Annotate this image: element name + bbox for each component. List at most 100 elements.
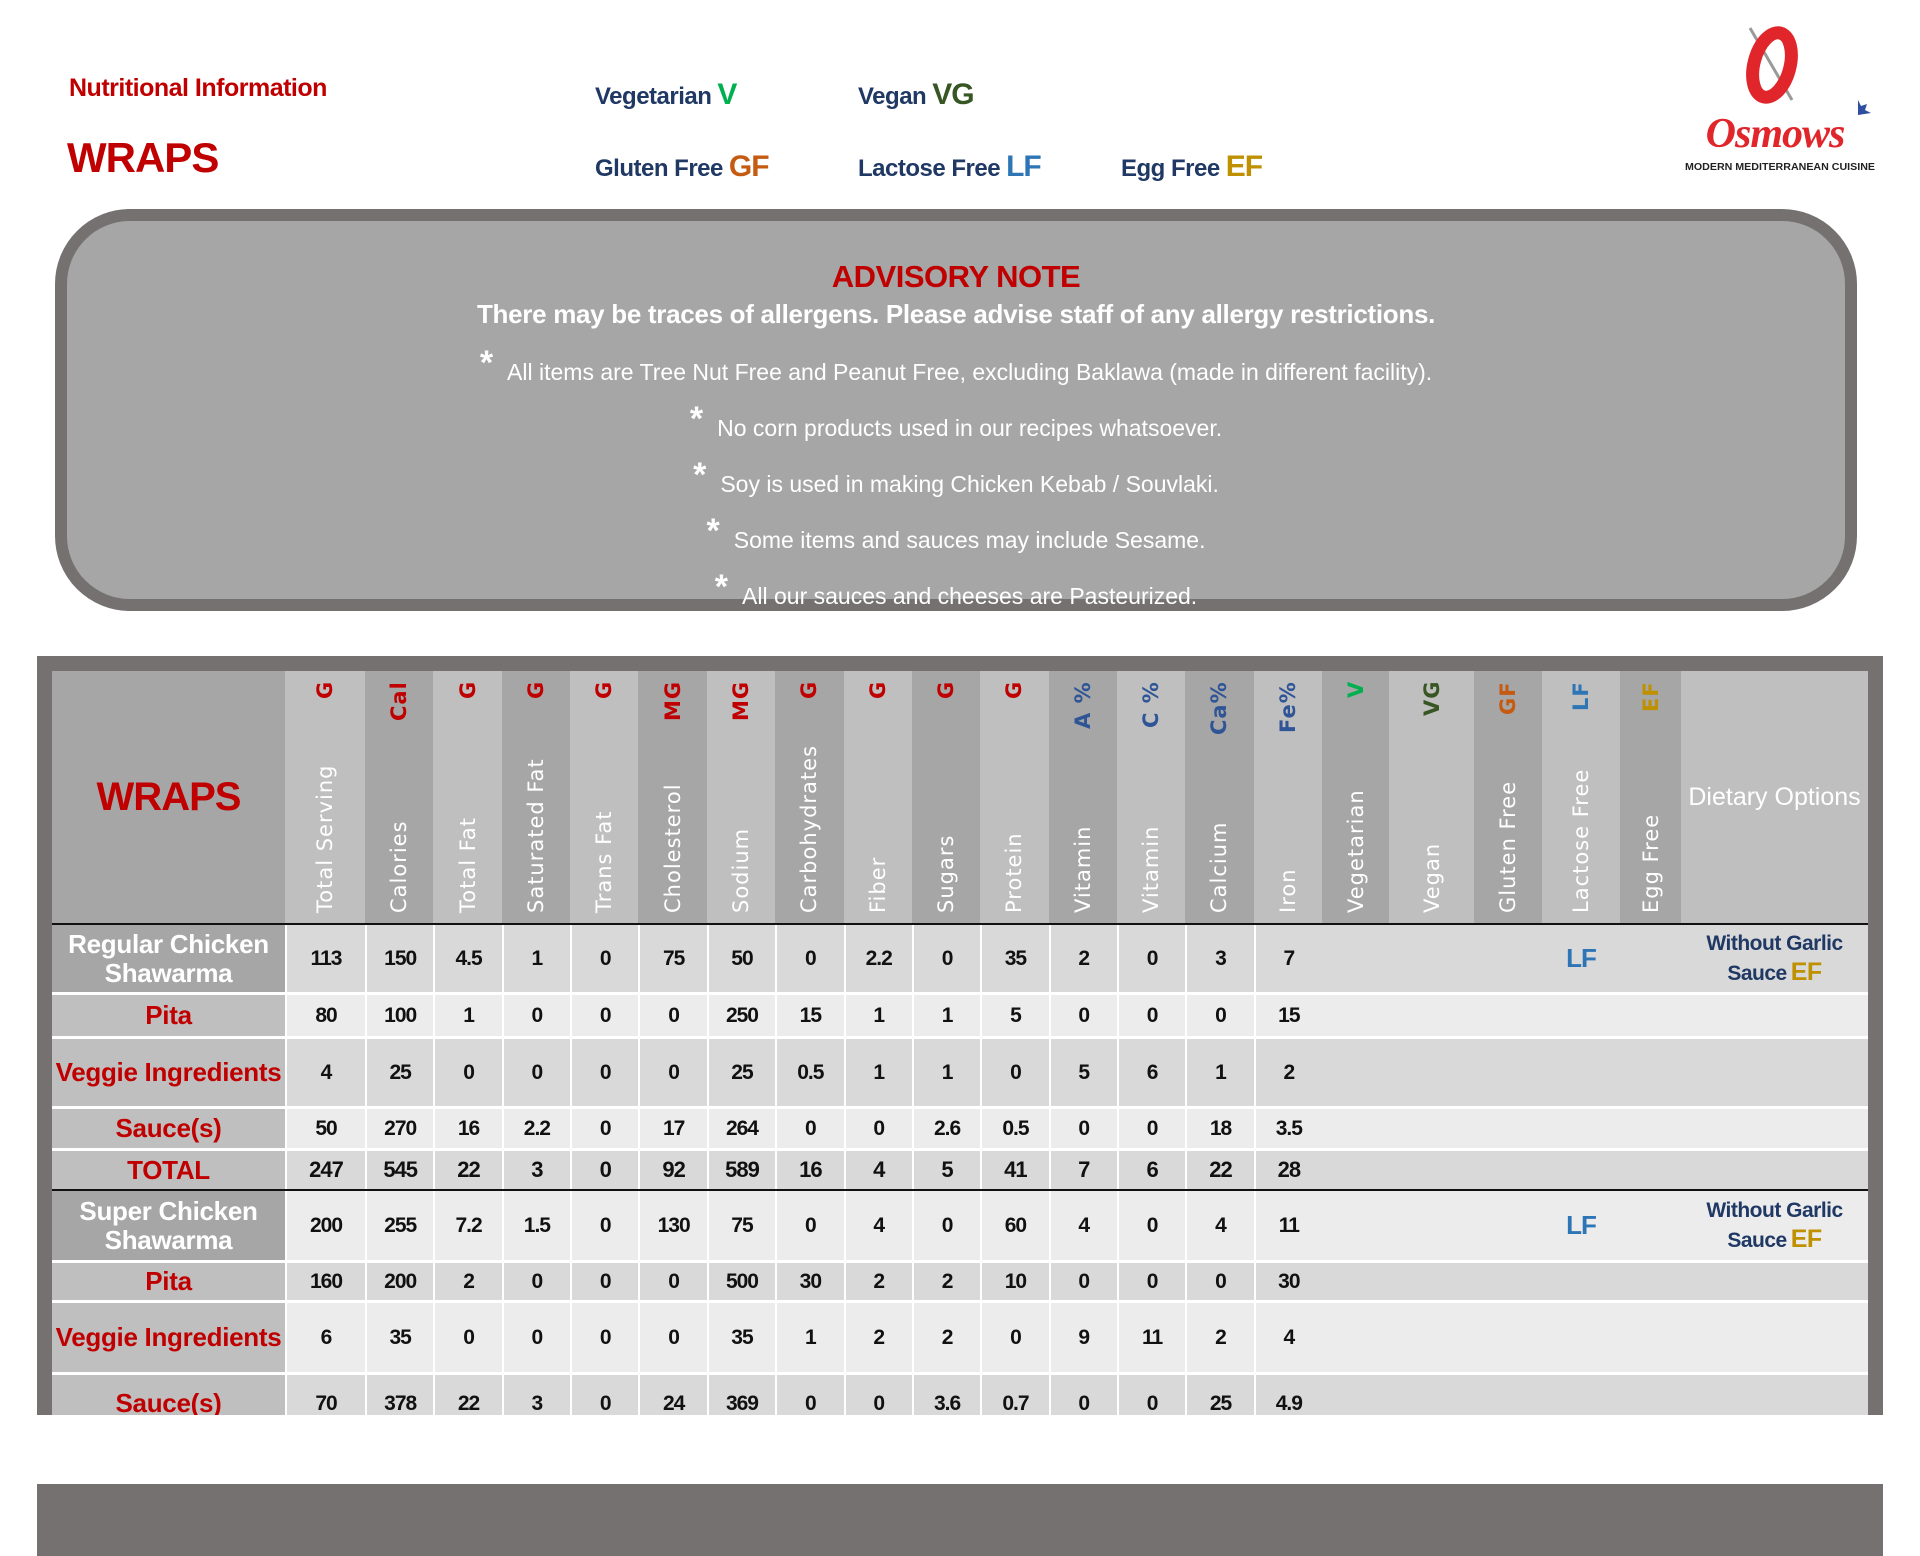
table-cell: 0.5 bbox=[980, 1109, 1049, 1148]
dietary-flag bbox=[1620, 925, 1682, 992]
table-cell: 1 bbox=[911, 995, 981, 1036]
table-cell: 4 bbox=[1048, 1191, 1117, 1260]
dietary-flag bbox=[1474, 1109, 1543, 1148]
dietary-options-cell bbox=[1681, 1109, 1869, 1148]
table-cell: 2.2 bbox=[843, 925, 912, 992]
legend-code: GF bbox=[728, 150, 770, 183]
column-header: Vitamin C % bbox=[1116, 671, 1186, 923]
table-cell: 4.5 bbox=[433, 925, 502, 992]
column-unit: G bbox=[797, 681, 822, 700]
column-header-rotated: Total Serving G bbox=[285, 671, 365, 923]
column-unit: A % bbox=[1070, 681, 1095, 729]
column-header: Carbohydrates G bbox=[775, 671, 844, 923]
dietary-flag bbox=[1620, 995, 1682, 1036]
column-header: Cholesterol MG bbox=[638, 671, 707, 923]
dietary-options-cell bbox=[1681, 995, 1869, 1036]
column-header: Lactose Free LF bbox=[1542, 671, 1621, 923]
table-cell: 6 bbox=[1116, 1151, 1186, 1189]
column-header: Sodium MG bbox=[706, 671, 776, 923]
table-cell: 16 bbox=[775, 1151, 844, 1189]
column-header: Vegetarian V bbox=[1322, 671, 1390, 923]
column-header-rotated: Cholesterol MG bbox=[638, 671, 706, 923]
column-header: Total Serving G bbox=[285, 671, 365, 923]
dietary-flag bbox=[1389, 1303, 1475, 1372]
legend-egg-free: Egg Free EF bbox=[1121, 150, 1263, 184]
dietary-flag bbox=[1474, 1303, 1543, 1372]
dietary-flag bbox=[1620, 1039, 1682, 1106]
dietary-options-cell bbox=[1681, 1303, 1869, 1372]
table-cell: 7 bbox=[1253, 925, 1323, 992]
advisory-item: * Some items and sauces may include Sesam… bbox=[67, 512, 1845, 554]
asterisk-icon: * bbox=[693, 456, 707, 494]
column-header-text: Sodium MG bbox=[729, 681, 753, 913]
column-header: Calories Cal bbox=[365, 671, 434, 923]
dietary-flag bbox=[1389, 1151, 1475, 1189]
table-cell: 0.5 bbox=[775, 1039, 844, 1106]
column-name: Trans Fat bbox=[592, 810, 617, 913]
table-cell: 0 bbox=[775, 1191, 844, 1260]
table-cell: 15 bbox=[1253, 995, 1323, 1036]
column-name: Vegan bbox=[1419, 842, 1444, 913]
dietary-flag bbox=[1620, 1151, 1682, 1189]
column-header-text: Lactose Free LF bbox=[1569, 681, 1593, 913]
column-header: Egg Free EF bbox=[1620, 671, 1682, 923]
column-header-text: Vitamin A % bbox=[1071, 681, 1095, 913]
table-row: Pita 80 100 1 0 0 0 250 15 1 1 5 0 0 0 15 bbox=[52, 992, 1869, 1036]
column-header-text: Calories Cal bbox=[387, 681, 411, 913]
table-cell: 16 bbox=[433, 1109, 502, 1148]
row-label: TOTAL bbox=[52, 1151, 285, 1189]
table-cell: 1 bbox=[1185, 1039, 1254, 1106]
column-header: Saturated Fat G bbox=[501, 671, 571, 923]
column-header-rotated: Protein G bbox=[980, 671, 1048, 923]
column-header-text: Saturated Fat G bbox=[524, 681, 548, 913]
dietary-flag bbox=[1542, 1109, 1621, 1148]
dietary-flag bbox=[1542, 1303, 1621, 1372]
dietary-flag bbox=[1620, 1263, 1682, 1300]
dietary-flag bbox=[1322, 1039, 1390, 1106]
table-cell: 1 bbox=[501, 925, 571, 992]
column-header-text: Vegan VG bbox=[1420, 681, 1444, 913]
column-header-text: Carbohydrates G bbox=[797, 681, 821, 913]
column-header: Calcium Ca% bbox=[1185, 671, 1254, 923]
table-cell: 0 bbox=[980, 1303, 1049, 1372]
table-cell: 0 bbox=[1048, 995, 1117, 1036]
table-cell: 35 bbox=[365, 1303, 434, 1372]
table-cell: 0 bbox=[1185, 995, 1254, 1036]
table-cell: 0 bbox=[638, 1263, 707, 1300]
column-unit: G bbox=[865, 681, 890, 700]
dietary-flag bbox=[1474, 1191, 1543, 1260]
row-label: Sauce(s) bbox=[52, 1109, 285, 1148]
table-cell: 6 bbox=[1116, 1039, 1186, 1106]
column-unit: GF bbox=[1496, 681, 1521, 715]
dietary-flag bbox=[1542, 995, 1621, 1036]
table-cell: 35 bbox=[706, 1303, 776, 1372]
table-cell: 3 bbox=[1185, 925, 1254, 992]
dietary-flag bbox=[1474, 925, 1543, 992]
table-row: Pita 160 200 2 0 0 0 500 30 2 2 10 0 0 0 30 bbox=[52, 1260, 1869, 1300]
dietary-flag bbox=[1474, 1151, 1543, 1189]
dietary-flag bbox=[1620, 1109, 1682, 1148]
column-header-text: Trans Fat G bbox=[592, 681, 616, 913]
advisory-text: Soy is used in making Chicken Kebab / So… bbox=[720, 471, 1219, 497]
table-cell: 0 bbox=[775, 925, 844, 992]
column-header-text: Fiber G bbox=[866, 681, 890, 913]
column-unit: G bbox=[523, 681, 548, 700]
table-cell: 255 bbox=[365, 1191, 434, 1260]
row-label: Pita bbox=[52, 1263, 285, 1300]
table-cell: 5 bbox=[1048, 1039, 1117, 1106]
table-cell: 60 bbox=[980, 1191, 1049, 1260]
table-cell: 0 bbox=[843, 1109, 912, 1148]
column-header-rotated: Sodium MG bbox=[707, 671, 775, 923]
asterisk-icon: * bbox=[714, 568, 729, 606]
table-cell: 75 bbox=[638, 925, 707, 992]
table-row: Veggie Ingredients 6 35 0 0 0 0 35 1 2 2 0 9 11 2 4 bbox=[52, 1300, 1869, 1372]
legend-label: Egg Free bbox=[1121, 155, 1220, 182]
column-header-rotated: Vegetarian V bbox=[1322, 671, 1389, 923]
table-cell: 18 bbox=[1185, 1109, 1254, 1148]
dietary-flag: LF bbox=[1542, 1191, 1621, 1260]
table-cell: 0 bbox=[980, 1039, 1049, 1106]
table-row: Regular Chicken Shawarma 113 150 4.5 1 0 75 50 0… bbox=[52, 923, 1869, 992]
column-unit: Ca% bbox=[1207, 681, 1232, 735]
table-row: Super Chicken Shawarma 200 255 7.2 1.5 0 130 75… bbox=[52, 1189, 1869, 1260]
table-cell: 80 bbox=[285, 995, 365, 1036]
